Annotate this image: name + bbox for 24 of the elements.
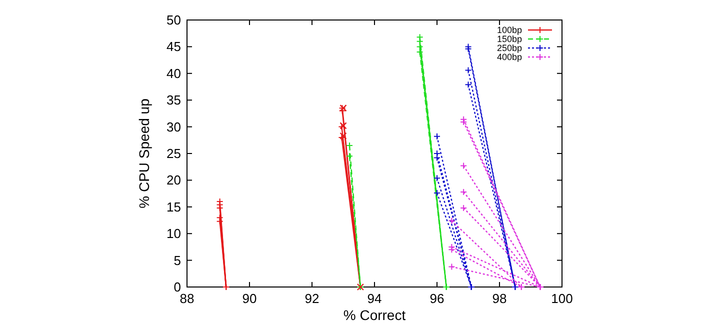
y-tick-label: 30 xyxy=(166,119,181,134)
y-tick-label: 5 xyxy=(174,252,181,268)
legend-label: 100bp xyxy=(496,25,522,35)
y-tick-label: 45 xyxy=(166,39,181,54)
y-tick-label: 50 xyxy=(166,12,181,28)
y-tick-label: 10 xyxy=(166,226,181,242)
legend-label: 400bp xyxy=(496,52,522,62)
legend-label: 250bp xyxy=(496,43,522,53)
x-tick-label: 90 xyxy=(242,291,257,306)
y-tick-label: 35 xyxy=(166,92,181,108)
legend-label: 150bp xyxy=(496,34,522,44)
x-tick-label: 88 xyxy=(180,291,194,306)
y-tick-label: 40 xyxy=(166,66,181,81)
x-tick-label: 92 xyxy=(304,291,320,306)
y-tick-label: 15 xyxy=(166,199,181,214)
x-tick-label: 96 xyxy=(430,291,444,306)
y-tick-label: 0 xyxy=(174,280,181,294)
x-tick-label: 98 xyxy=(492,291,507,306)
y-tick-label: 20 xyxy=(166,172,181,188)
x-axis-title: % Correct xyxy=(343,307,406,323)
y-tick-label: 25 xyxy=(166,146,181,161)
x-tick-label: 100 xyxy=(551,291,573,306)
x-tick-label: 94 xyxy=(367,291,382,306)
y-axis-title: % CPU Speed up xyxy=(136,98,152,208)
